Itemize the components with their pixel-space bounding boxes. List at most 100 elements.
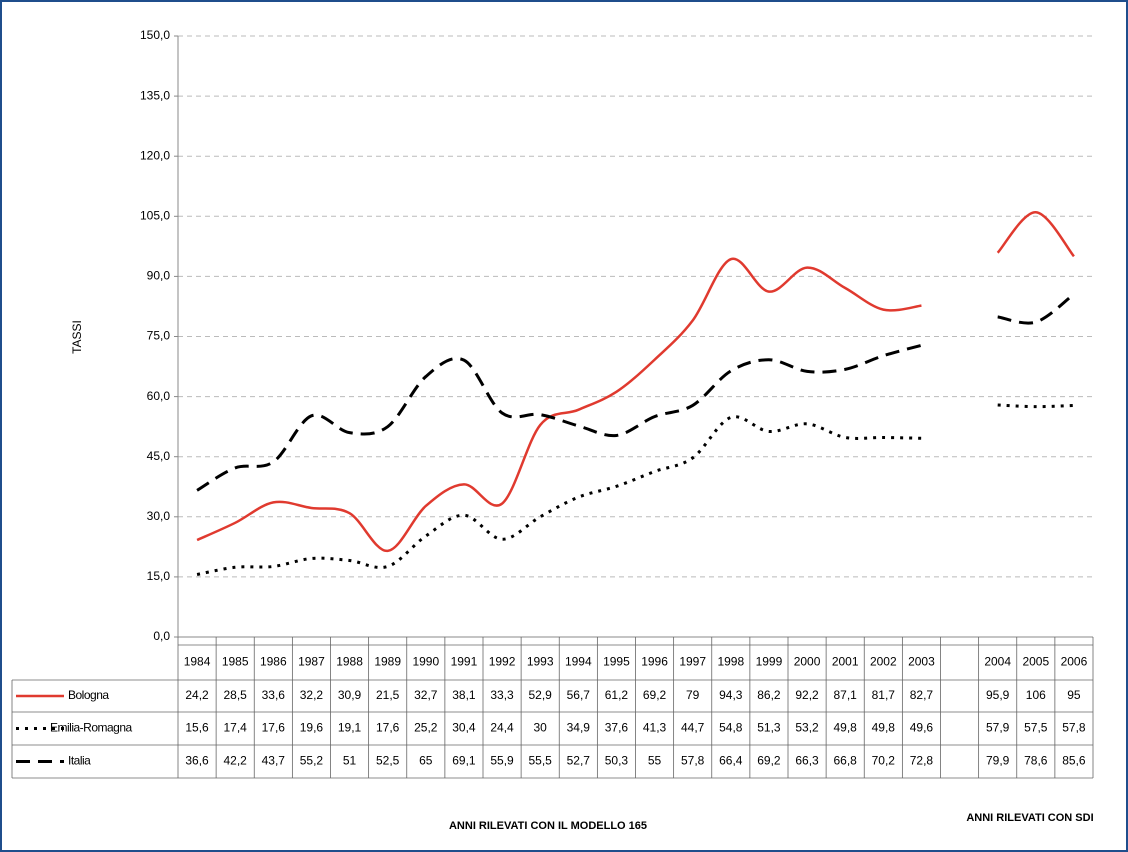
legend-label: Italia	[68, 754, 91, 768]
data-label: 66,8	[834, 754, 858, 768]
x-tick-label: 1992	[489, 655, 516, 669]
data-label: 17,4	[224, 721, 248, 735]
data-label: 69,2	[643, 688, 667, 702]
data-label: 33,3	[490, 688, 514, 702]
x-tick-label: 1990	[412, 655, 439, 669]
data-label: 21,5	[376, 688, 400, 702]
data-label: 42,2	[224, 754, 248, 768]
data-label: 69,1	[452, 754, 476, 768]
x-tick-label: 1998	[717, 655, 744, 669]
y-tick-label: 75,0	[147, 329, 171, 343]
data-label: 34,9	[567, 721, 591, 735]
data-label: 65	[419, 754, 433, 768]
data-label: 86,2	[757, 688, 781, 702]
data-label: 51	[343, 754, 357, 768]
x-tick-label: 1985	[222, 655, 249, 669]
data-label: 56,7	[567, 688, 591, 702]
data-label: 30,4	[452, 721, 476, 735]
data-label: 49,8	[834, 721, 858, 735]
annotation: ANNI RILEVATI CON IL MODELLO 165	[449, 820, 647, 832]
y-tick-label: 105,0	[140, 208, 170, 222]
x-tick-label: 1994	[565, 655, 592, 669]
x-tick-label: 1996	[641, 655, 668, 669]
data-label: 17,6	[262, 721, 286, 735]
data-label: 52,5	[376, 754, 400, 768]
x-tick-label: 1987	[298, 655, 325, 669]
data-label: 28,5	[224, 688, 248, 702]
x-tick-label: 2005	[1022, 655, 1049, 669]
y-tick-label: 60,0	[147, 389, 171, 403]
x-tick-label: 1988	[336, 655, 363, 669]
x-tick-label: 2001	[832, 655, 859, 669]
data-label: 19,1	[338, 721, 362, 735]
data-label: 53,2	[795, 721, 819, 735]
x-tick-label: 2006	[1061, 655, 1088, 669]
data-label: 15,6	[185, 721, 209, 735]
x-tick-label: 2000	[794, 655, 821, 669]
data-label: 66,3	[795, 754, 819, 768]
data-label: 57,8	[1062, 721, 1086, 735]
series-line	[196, 211, 1075, 553]
data-label: 32,2	[300, 688, 324, 702]
data-label: 106	[1026, 688, 1046, 702]
data-label: 44,7	[681, 721, 705, 735]
data-label: 25,2	[414, 721, 438, 735]
data-label: 51,3	[757, 721, 781, 735]
data-label: 32,7	[414, 688, 438, 702]
data-label: 66,4	[719, 754, 743, 768]
data-label: 79	[686, 688, 700, 702]
data-label: 24,4	[490, 721, 514, 735]
data-label: 38,1	[452, 688, 476, 702]
data-label: 36,6	[185, 754, 209, 768]
y-tick-label: 45,0	[147, 449, 171, 463]
data-label: 49,6	[910, 721, 934, 735]
data-label: 95,9	[986, 688, 1010, 702]
x-tick-label: 2004	[984, 655, 1011, 669]
series-line	[196, 292, 1075, 492]
y-tick-label: 30,0	[147, 509, 171, 523]
y-tick-label: 15,0	[147, 569, 171, 583]
data-label: 79,9	[986, 754, 1010, 768]
data-label: 52,7	[567, 754, 591, 768]
y-tick-label: 90,0	[147, 269, 171, 283]
y-tick-label: 120,0	[140, 148, 170, 162]
data-label: 50,3	[605, 754, 629, 768]
x-tick-label: 1991	[451, 655, 478, 669]
data-label: 81,7	[872, 688, 896, 702]
data-label: 33,6	[262, 688, 286, 702]
data-label: 78,6	[1024, 754, 1048, 768]
data-label: 55	[648, 754, 662, 768]
x-tick-label: 2002	[870, 655, 897, 669]
x-tick-label: 1999	[756, 655, 783, 669]
data-label: 94,3	[719, 688, 743, 702]
data-label: 57,8	[681, 754, 705, 768]
data-label: 19,6	[300, 721, 324, 735]
data-label: 37,6	[605, 721, 629, 735]
data-label: 72,8	[910, 754, 934, 768]
data-label: 95	[1067, 688, 1081, 702]
data-label: 55,9	[490, 754, 514, 768]
data-label: 52,9	[529, 688, 553, 702]
data-label: 17,6	[376, 721, 400, 735]
y-tick-label: 150,0	[140, 28, 170, 42]
x-tick-label: 1997	[679, 655, 706, 669]
data-label: 54,8	[719, 721, 743, 735]
data-label: 41,3	[643, 721, 667, 735]
x-tick-label: 1993	[527, 655, 554, 669]
data-label: 55,2	[300, 754, 324, 768]
data-label: 55,5	[529, 754, 553, 768]
series-line	[196, 403, 1074, 576]
data-label: 92,2	[795, 688, 819, 702]
data-label: 43,7	[262, 754, 286, 768]
data-label: 70,2	[872, 754, 896, 768]
x-tick-label: 2003	[908, 655, 935, 669]
y-tick-label: 135,0	[140, 88, 170, 102]
x-tick-label: 1986	[260, 655, 287, 669]
y-tick-label: 0,0	[153, 629, 170, 643]
x-tick-label: 1989	[374, 655, 401, 669]
legend-label: Emilia-Romagna	[50, 721, 133, 735]
data-label: 49,8	[872, 721, 896, 735]
legend-label: Bologna	[68, 688, 109, 702]
